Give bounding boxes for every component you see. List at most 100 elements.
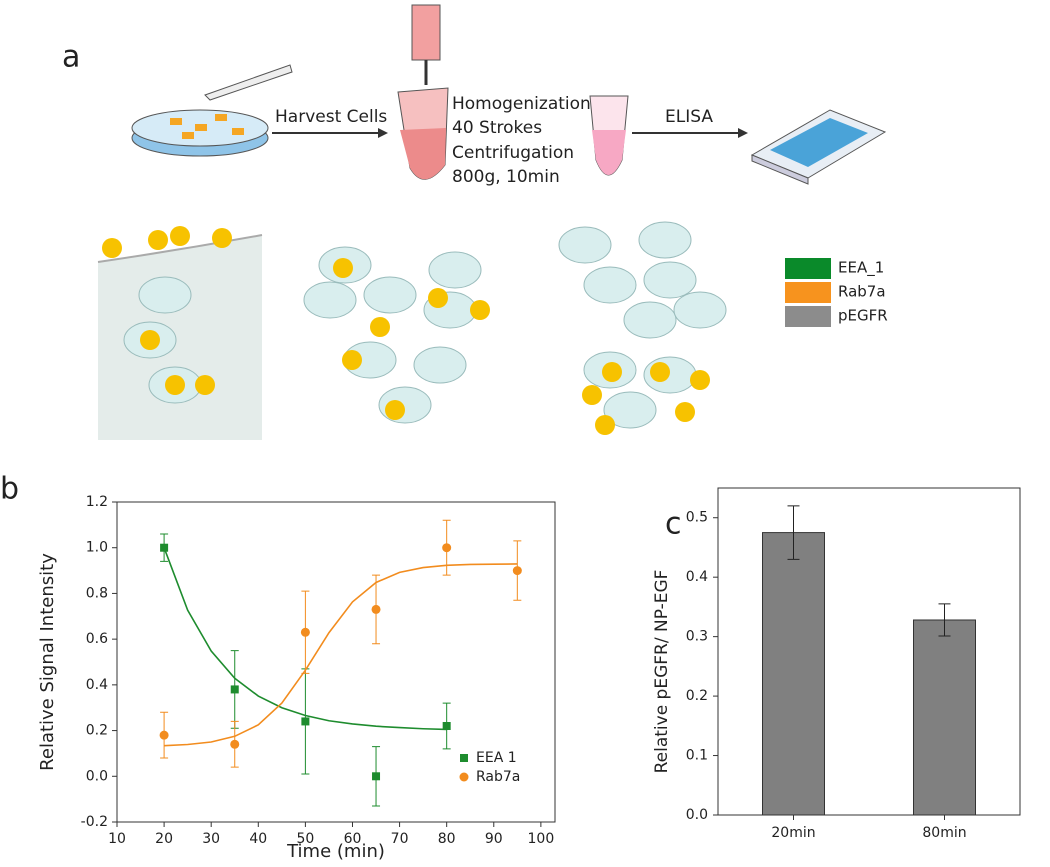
step-label: 40 Strokes xyxy=(452,118,542,138)
y-tick-label: 1.2 xyxy=(86,494,108,510)
x-tick-label: 30 xyxy=(202,831,220,847)
y-axis-label: Relative Signal Intensity xyxy=(37,553,58,771)
vesicle xyxy=(342,350,362,370)
point xyxy=(371,604,381,614)
x-tick-label: 90 xyxy=(485,831,503,847)
vesicle xyxy=(165,375,185,395)
cell xyxy=(583,266,637,304)
point xyxy=(230,685,239,694)
vesicle xyxy=(140,330,160,350)
point xyxy=(301,717,310,726)
y-tick-label: 0.6 xyxy=(86,631,108,647)
error-bar xyxy=(938,603,951,637)
legend-label: pEGFR xyxy=(838,307,888,325)
y-tick-label: 1.0 xyxy=(86,540,108,556)
vesicle xyxy=(212,228,232,248)
step-label: 800g, 10min xyxy=(452,167,560,187)
legend-swatch xyxy=(785,306,831,327)
legend-label: EEA 1 xyxy=(476,750,517,766)
point xyxy=(372,772,381,781)
cell xyxy=(558,226,612,264)
x-tick-label: 20min xyxy=(771,825,815,841)
legend-swatch xyxy=(785,282,831,303)
x-tick-label: 60 xyxy=(344,831,362,847)
y-tick-label: 0.3 xyxy=(686,629,708,645)
y-tick-label: 0.1 xyxy=(686,748,708,764)
x-tick-label: 80 xyxy=(438,831,456,847)
vesicle xyxy=(690,370,710,390)
x-tick-label: 20 xyxy=(155,831,173,847)
panel-label: b xyxy=(0,472,19,507)
point xyxy=(512,566,522,576)
step-label: ELISA xyxy=(665,107,713,127)
point xyxy=(442,543,452,553)
x-axis-label: Time (min) xyxy=(286,841,385,862)
legend-label: Rab7a xyxy=(476,769,520,785)
point xyxy=(230,739,240,749)
legend-marker xyxy=(460,754,468,762)
x-tick-label: 40 xyxy=(249,831,267,847)
bar xyxy=(762,532,825,816)
vesicle xyxy=(370,317,390,337)
vesicle xyxy=(470,300,490,320)
y-tick-label: 0.8 xyxy=(86,585,108,601)
panel-label: c xyxy=(665,507,682,542)
cell xyxy=(428,251,482,289)
y-tick-label: 0.5 xyxy=(686,510,708,526)
y-tick-label: 0.0 xyxy=(86,768,108,784)
step-label: Centrifugation xyxy=(452,143,574,163)
y-tick-label: 0.4 xyxy=(86,677,108,693)
legend-swatch xyxy=(785,258,831,279)
x-tick-label: 70 xyxy=(391,831,409,847)
point xyxy=(442,722,451,730)
y-tick-label: 0.2 xyxy=(86,723,108,739)
x-tick-label: 80min xyxy=(922,825,966,841)
y-tick-label: 0.4 xyxy=(686,569,708,585)
cell xyxy=(673,291,727,329)
x-tick-label: 100 xyxy=(528,831,555,847)
vesicle xyxy=(195,375,215,395)
vesicle xyxy=(428,288,448,308)
x-tick-label: 50 xyxy=(296,831,314,847)
vesicle xyxy=(602,362,622,382)
point xyxy=(159,730,169,740)
vesicle xyxy=(595,415,615,435)
bar xyxy=(913,619,976,816)
vesicle xyxy=(148,230,168,250)
vesicle xyxy=(385,400,405,420)
cell xyxy=(643,261,697,299)
plot-frame xyxy=(717,487,1021,816)
cell xyxy=(303,281,357,319)
vesicle xyxy=(102,238,122,258)
vesicle xyxy=(650,362,670,382)
legend-label: Rab7a xyxy=(838,283,886,301)
point xyxy=(160,543,169,552)
vesicle xyxy=(582,385,602,405)
legend-label: EEA_1 xyxy=(838,259,884,278)
step-label: Homogenization xyxy=(452,94,591,114)
cell xyxy=(413,346,467,384)
vesicle xyxy=(675,402,695,422)
vesicle xyxy=(333,258,353,278)
step-label: Harvest Cells xyxy=(275,107,387,127)
y-tick-label: -0.2 xyxy=(81,814,108,830)
y-tick-label: 0.0 xyxy=(686,807,708,823)
panel-label: a xyxy=(62,40,80,75)
error-bar xyxy=(787,505,800,560)
cell xyxy=(623,301,677,339)
point xyxy=(300,627,310,637)
y-axis-label: Relative pEGFR/ NP-EGF xyxy=(652,570,672,774)
vesicle xyxy=(170,226,190,246)
cell xyxy=(138,276,192,314)
cell-panels xyxy=(97,221,727,440)
cell xyxy=(638,221,692,259)
y-tick-label: 0.2 xyxy=(686,688,708,704)
cell xyxy=(603,391,657,429)
cell xyxy=(363,276,417,314)
plot-frame xyxy=(116,501,556,823)
x-tick-label: 10 xyxy=(108,831,126,847)
workflow xyxy=(131,4,887,185)
legend-marker xyxy=(459,772,469,782)
fit-curve xyxy=(164,563,518,747)
